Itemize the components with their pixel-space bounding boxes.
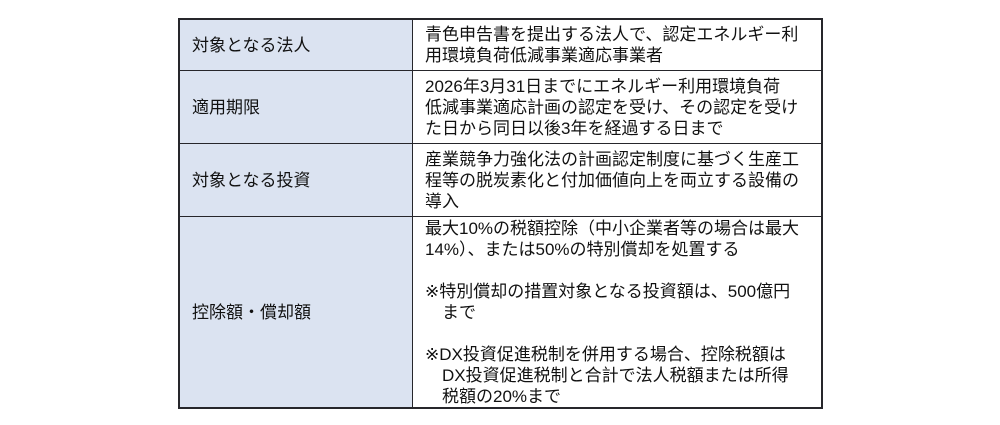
row-header-cell: 対象となる法人 — [180, 20, 413, 70]
row-value-cell: 2026年3月31日までにエネルギー利用環境負荷 低減事業適応計画の認定を受け、… — [413, 71, 821, 143]
row-header-cell: 対象となる投資 — [180, 144, 413, 216]
row-value-text: 産業競争力強化法の計画認定制度に基づく生産工 程等の脱炭素化と付加価値向上を両立… — [425, 149, 799, 211]
row-header-label: 対象となる投資 — [192, 170, 311, 190]
row-value-text: 青色申告書を提出する法人で、認定エネルギー利 用環境負荷低減事業適応事業者 — [425, 25, 799, 65]
row-value-text: 2026年3月31日までにエネルギー利用環境負荷 低減事業適応計画の認定を受け、… — [425, 76, 799, 138]
row-header-label: 適用期限 — [192, 97, 260, 117]
row-value-cell: 産業競争力強化法の計画認定制度に基づく生産工 程等の脱炭素化と付加価値向上を両立… — [413, 144, 821, 216]
row-value-cell: 最大10%の税額控除（中小企業者等の場合は最大 14%）、または50%の特別償却… — [413, 217, 821, 407]
row-header-label: 控除額・償却額 — [192, 302, 311, 322]
row-value-text: 最大10%の税額控除（中小企業者等の場合は最大 14%）、または50%の特別償却… — [425, 218, 800, 406]
table-row-target-corporation: 対象となる法人 青色申告書を提出する法人で、認定エネルギー利 用環境負荷低減事業… — [180, 20, 821, 70]
table-row-deduction-depreciation: 控除額・償却額 最大10%の税額控除（中小企業者等の場合は最大 14%）、または… — [180, 216, 821, 407]
table-row-target-investment: 対象となる投資 産業競争力強化法の計画認定制度に基づく生産工 程等の脱炭素化と付… — [180, 143, 821, 216]
row-value-cell: 青色申告書を提出する法人で、認定エネルギー利 用環境負荷低減事業適応事業者 — [413, 20, 821, 70]
table-row-application-deadline: 適用期限 2026年3月31日までにエネルギー利用環境負荷 低減事業適応計画の認… — [180, 70, 821, 143]
tax-incentive-table: 対象となる法人 青色申告書を提出する法人で、認定エネルギー利 用環境負荷低減事業… — [178, 18, 823, 409]
row-header-label: 対象となる法人 — [192, 35, 311, 55]
row-header-cell: 適用期限 — [180, 71, 413, 143]
row-header-cell: 控除額・償却額 — [180, 217, 413, 407]
